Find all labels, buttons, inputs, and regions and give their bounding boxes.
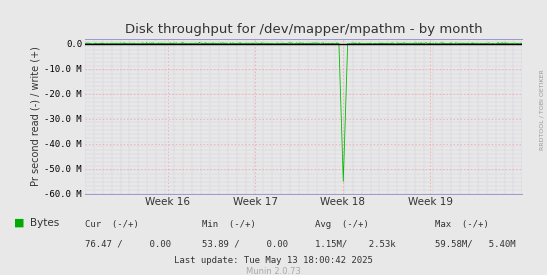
Text: 59.58M/   5.40M: 59.58M/ 5.40M <box>435 239 515 248</box>
Y-axis label: Pr second read (-) / write (+): Pr second read (-) / write (+) <box>30 46 40 186</box>
Text: 76.47 /     0.00: 76.47 / 0.00 <box>85 239 171 248</box>
Text: 1.15M/    2.53k: 1.15M/ 2.53k <box>315 239 395 248</box>
Text: Bytes: Bytes <box>30 218 59 228</box>
Text: Min  (-/+): Min (-/+) <box>202 220 256 229</box>
Text: Avg  (-/+): Avg (-/+) <box>315 220 368 229</box>
Text: Max  (-/+): Max (-/+) <box>435 220 488 229</box>
Text: 53.89 /     0.00: 53.89 / 0.00 <box>202 239 288 248</box>
Title: Disk throughput for /dev/mapper/mpathm - by month: Disk throughput for /dev/mapper/mpathm -… <box>125 23 482 36</box>
Text: Cur  (-/+): Cur (-/+) <box>85 220 138 229</box>
Text: ■: ■ <box>14 218 24 228</box>
Text: Last update: Tue May 13 18:00:42 2025: Last update: Tue May 13 18:00:42 2025 <box>174 256 373 265</box>
Text: Munin 2.0.73: Munin 2.0.73 <box>246 267 301 275</box>
Text: RRDTOOL / TOBI OETIKER: RRDTOOL / TOBI OETIKER <box>539 70 544 150</box>
